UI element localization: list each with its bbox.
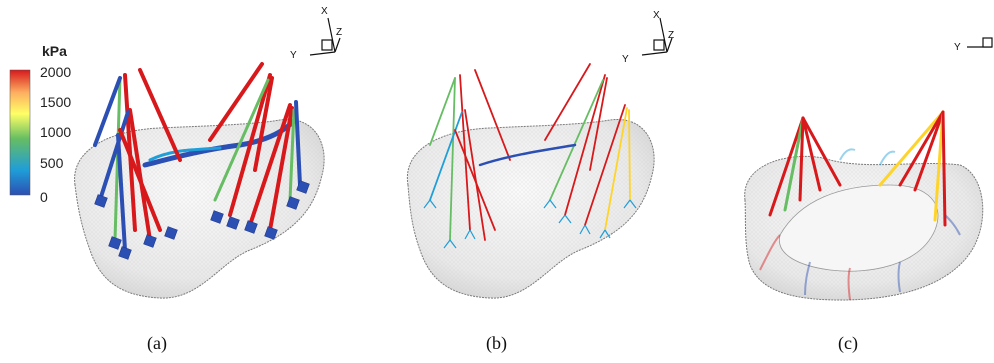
panel-c-model xyxy=(744,110,984,301)
panel-b-label: (b) xyxy=(486,333,507,353)
panel-b-chordae xyxy=(429,63,631,241)
axis-triad-a xyxy=(309,17,341,56)
panel-b-model xyxy=(406,63,655,299)
panel-c-inner-opening xyxy=(779,184,939,272)
axis-triad-b-x-label: X xyxy=(653,10,660,21)
axis-triad-b-z-label: Z xyxy=(668,30,674,41)
colorbar-tick-500: 500 xyxy=(40,155,64,171)
colorbar-tick-2000: 2000 xyxy=(40,64,71,80)
panel-a-model xyxy=(74,62,325,299)
colorbar-gradient xyxy=(9,69,31,196)
panel-c-faint-bands xyxy=(759,148,961,301)
axis-triad-c-y-label: Y xyxy=(954,42,961,53)
panel-a-leaflet-tips xyxy=(94,180,310,260)
axis-triad-c xyxy=(967,37,993,48)
panel-b-branches xyxy=(423,199,637,249)
panel-c-chordae xyxy=(768,110,947,227)
axis-triad-b xyxy=(641,17,673,56)
axis-triad-a-z-label: Z xyxy=(336,27,342,38)
colorbar-tick-1000: 1000 xyxy=(40,124,71,140)
panel-c-label: (c) xyxy=(838,333,858,353)
panel-a-chordae xyxy=(93,62,302,252)
colorbar-tick-1500: 1500 xyxy=(40,94,71,110)
colorbar-tick-0: 0 xyxy=(40,189,48,205)
axis-triad-a-y-label: Y xyxy=(290,50,297,61)
colorbar-unit: kPa xyxy=(42,43,67,59)
axis-triad-b-y-label: Y xyxy=(622,54,629,65)
panel-b-surface-mesh xyxy=(407,119,655,299)
axis-triad-a-x-label: X xyxy=(321,6,328,17)
colorbar: kPa 2000 1500 1000 500 0 xyxy=(9,43,71,205)
panel-a-label: (a) xyxy=(147,333,167,353)
